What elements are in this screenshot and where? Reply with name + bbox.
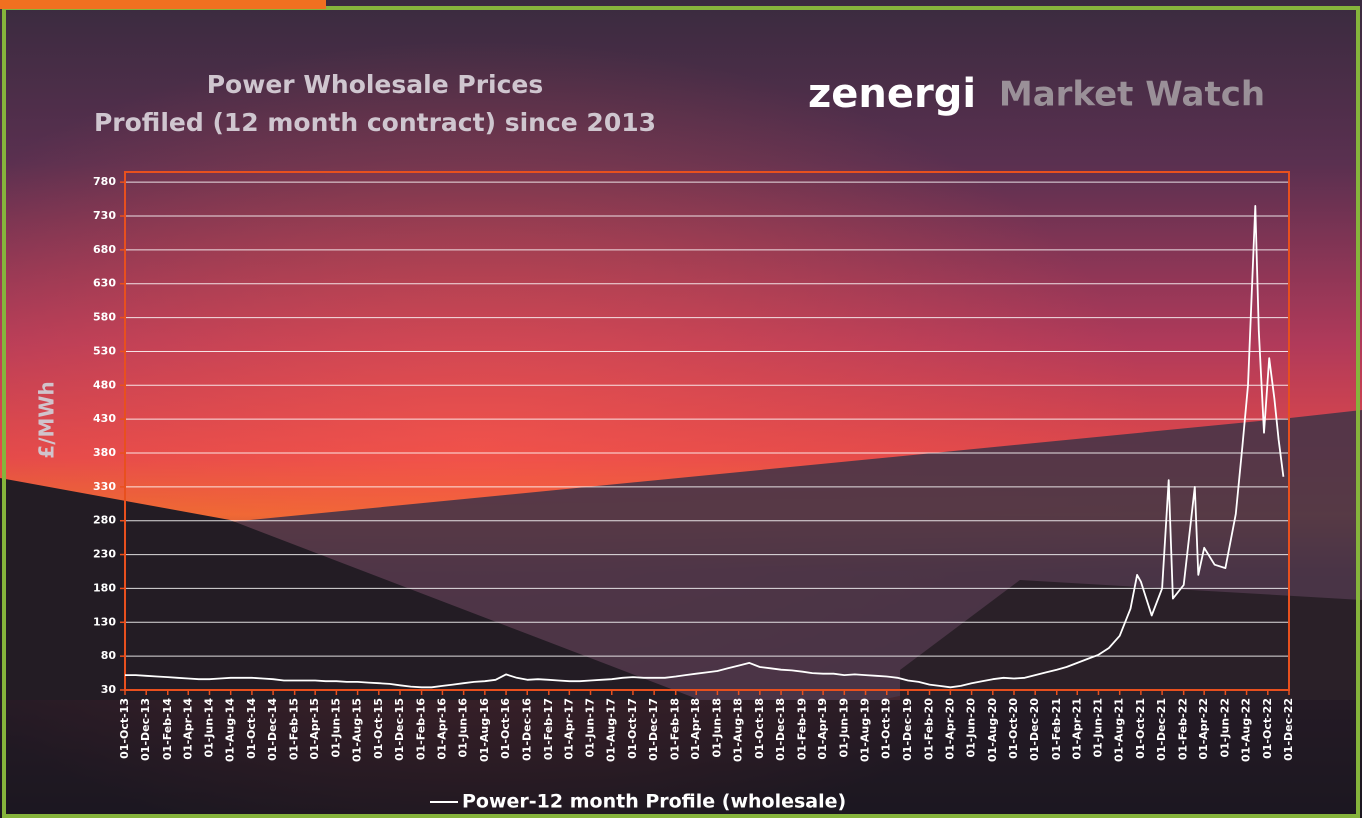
y-tick-label: 530 — [93, 344, 116, 357]
y-tick-label: 330 — [93, 480, 116, 493]
x-tick-label: 01-Oct-17 — [626, 698, 639, 759]
x-tick-label: 01-Aug-15 — [351, 698, 364, 762]
x-tick-label: 01-Jun-16 — [457, 698, 470, 758]
x-tick-label: 01-Aug-14 — [224, 698, 237, 762]
x-tick-label: 01-Feb-19 — [796, 698, 809, 760]
chart-subtitle: Profiled (12 month contract) since 2013 — [94, 108, 656, 137]
x-tick-label: 01-Oct-16 — [499, 698, 512, 759]
x-tick-label: 01-Oct-22 — [1261, 698, 1274, 759]
x-tick-label: 01-Feb-22 — [1177, 698, 1190, 760]
y-tick-label: 30 — [101, 683, 117, 696]
y-tick-label: 180 — [93, 581, 116, 594]
x-tick-label: 01-Oct-20 — [1007, 698, 1020, 759]
chart: Power Wholesale Prices Profiled (12 mont… — [0, 0, 1362, 818]
y-tick-label: 80 — [101, 649, 117, 662]
x-tick-label: 01-Apr-21 — [1070, 698, 1083, 760]
y-tick-label: 480 — [93, 378, 116, 391]
x-tick-label: 01-Aug-19 — [859, 698, 872, 762]
x-tick-label: 01-Dec-17 — [647, 698, 660, 761]
x-tick-label: 01-Jun-18 — [710, 698, 723, 758]
y-tick-label: 130 — [93, 615, 116, 628]
y-axis-label: £/MWh — [35, 381, 59, 458]
page: Power Wholesale Prices Profiled (12 mont… — [0, 0, 1362, 818]
x-tick-label: 01-Dec-22 — [1282, 698, 1295, 761]
x-tick-label: 01-Apr-22 — [1197, 698, 1210, 760]
x-tick-label: 01-Apr-16 — [435, 698, 448, 760]
legend-label: Power-12 month Profile (wholesale) — [462, 791, 846, 813]
x-tick-label: 01-Jun-14 — [202, 698, 215, 758]
tab — [0, 0, 326, 9]
x-tick-label: 01-Apr-19 — [816, 698, 829, 760]
x-tick-label: 01-Aug-17 — [605, 698, 618, 762]
x-tick-label: 01-Dec-16 — [520, 698, 533, 761]
x-tick-label: 01-Dec-13 — [139, 698, 152, 761]
x-tick-label: 01-Feb-21 — [1050, 698, 1063, 760]
x-tick-label: 01-Feb-18 — [669, 698, 682, 760]
x-tick-label: 01-Oct-15 — [372, 698, 385, 759]
x-tick-label: 01-Jun-21 — [1091, 698, 1104, 758]
x-tick-label: 01-Oct-18 — [753, 698, 766, 759]
x-tick-label: 01-Aug-22 — [1240, 698, 1253, 762]
x-tick-label: 01-Dec-15 — [393, 698, 406, 761]
x-tick-label: 01-Feb-16 — [415, 698, 428, 760]
x-tick-label: 01-Feb-15 — [288, 698, 301, 760]
logo-name: zenergi — [808, 71, 976, 117]
x-tick-label: 01-Dec-18 — [774, 698, 787, 761]
x-tick-label: 01-Apr-20 — [943, 698, 956, 760]
y-tick-label: 630 — [93, 277, 116, 290]
y-tick-label: 230 — [93, 548, 116, 561]
x-tick-label: 01-Apr-15 — [308, 698, 321, 760]
logo-tagline: Market Watch — [999, 75, 1265, 115]
x-tick-label: 01-Apr-14 — [181, 698, 194, 760]
x-tick-label: 01-Jun-17 — [584, 698, 597, 758]
x-tick-label: 01-Apr-18 — [689, 698, 702, 760]
x-tick-label: 01-Feb-14 — [161, 698, 174, 760]
x-tick-label: 01-Aug-18 — [732, 698, 745, 762]
x-tick-label: 01-Dec-14 — [266, 698, 279, 761]
x-tick-label: 01-Apr-17 — [562, 698, 575, 760]
x-tick-label: 01-Jun-22 — [1218, 698, 1231, 758]
x-tick-label: 01-Oct-19 — [880, 698, 893, 759]
x-tick-label: 01-Feb-20 — [923, 698, 936, 760]
x-tick-label: 01-Jun-19 — [837, 698, 850, 758]
x-tick-label: 01-Jun-15 — [329, 698, 342, 758]
x-tick-label: 01-Dec-19 — [901, 698, 914, 761]
y-tick-label: 780 — [93, 175, 116, 188]
x-tick-label: 01-Oct-21 — [1134, 698, 1147, 759]
x-tick-label: 01-Oct-14 — [245, 698, 258, 759]
x-tick-label: 01-Jun-20 — [965, 698, 978, 758]
x-tick-label: 01-Aug-21 — [1113, 698, 1126, 762]
x-tick-label: 01-Dec-21 — [1155, 698, 1168, 761]
x-tick-label: 01-Feb-17 — [542, 698, 555, 760]
y-tick-label: 430 — [93, 412, 116, 425]
y-tick-label: 380 — [93, 446, 116, 459]
chart-title: Power Wholesale Prices — [207, 70, 544, 99]
y-tick-label: 580 — [93, 311, 116, 324]
x-tick-label: 01-Oct-13 — [118, 698, 131, 759]
x-tick-label: 01-Dec-20 — [1028, 698, 1041, 761]
x-tick-label: 01-Aug-16 — [478, 698, 491, 762]
x-tick-label: 01-Aug-20 — [986, 698, 999, 762]
y-tick-label: 730 — [93, 209, 116, 222]
y-tick-label: 280 — [93, 514, 116, 527]
y-tick-label: 680 — [93, 243, 116, 256]
